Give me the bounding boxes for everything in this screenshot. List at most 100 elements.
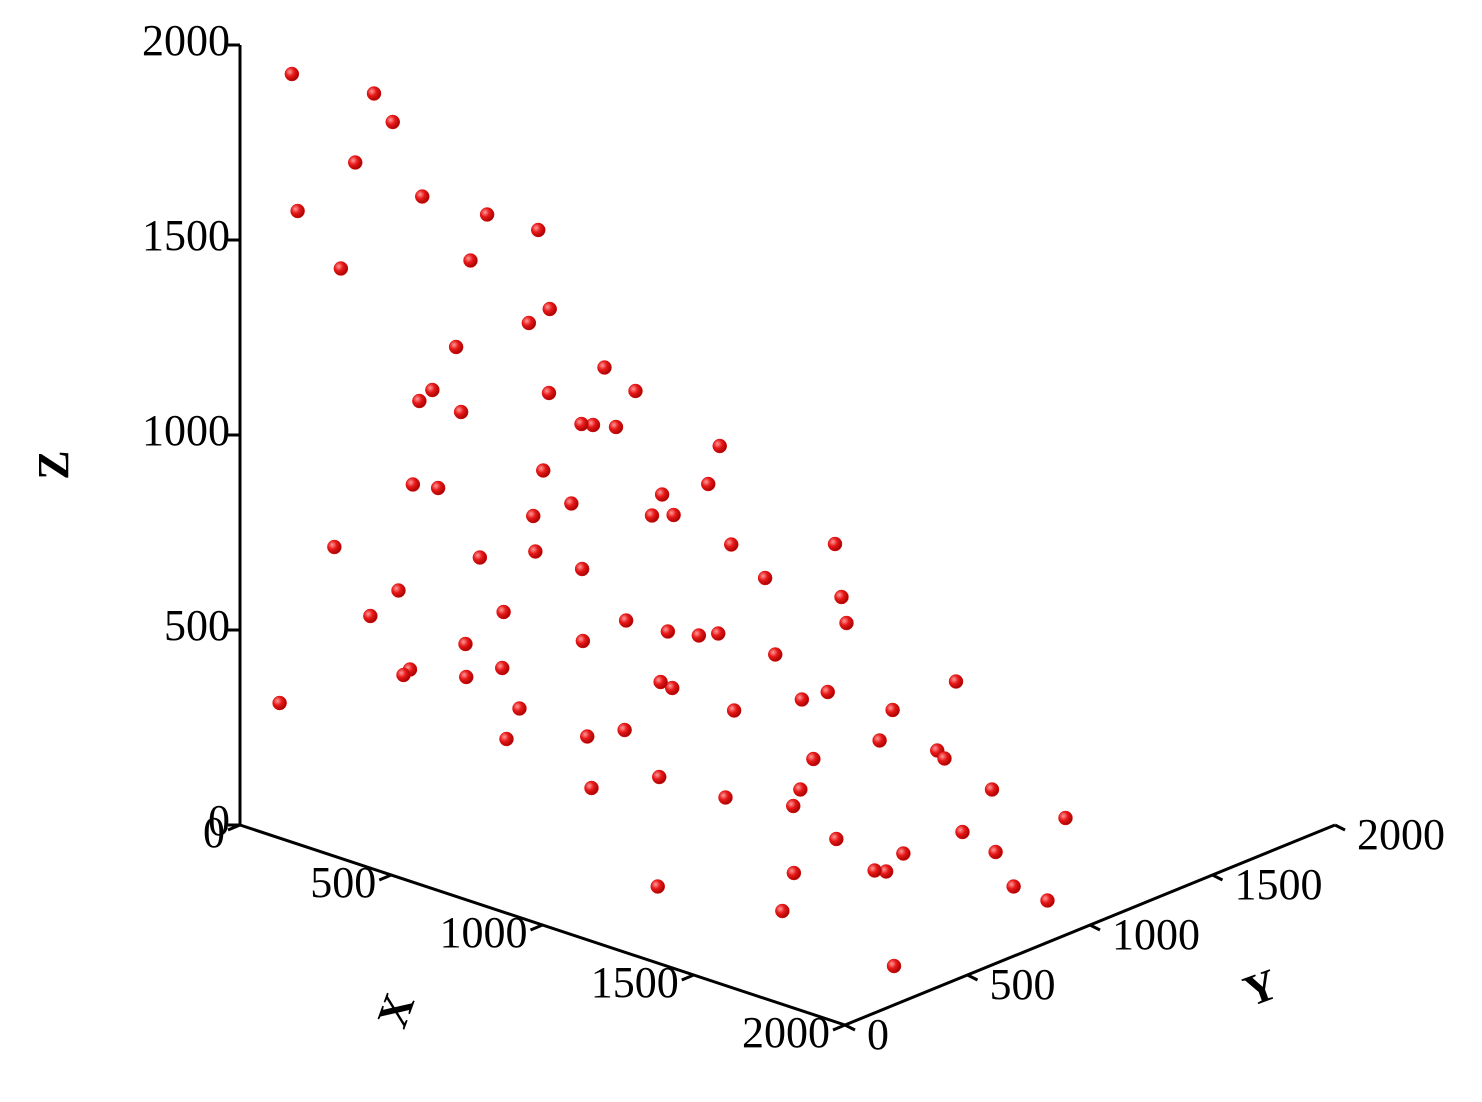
y-tick	[1334, 823, 1346, 832]
point	[366, 86, 382, 101]
point	[650, 879, 665, 894]
z-tick-label: 2000	[142, 16, 230, 65]
point	[711, 626, 726, 641]
point	[385, 114, 400, 130]
z-tick-label: 0	[208, 796, 230, 845]
point	[415, 189, 430, 204]
point	[574, 416, 589, 432]
point	[653, 674, 668, 690]
point	[575, 633, 591, 649]
point	[794, 692, 810, 707]
x-tick-label: 2000	[742, 1008, 830, 1057]
point	[574, 561, 590, 577]
y-tick	[1089, 923, 1101, 932]
point	[584, 780, 599, 796]
point	[768, 647, 783, 662]
point	[458, 636, 473, 652]
point	[666, 507, 681, 523]
point	[531, 222, 546, 238]
point	[499, 731, 514, 747]
z-axis-label: Z	[29, 450, 78, 479]
point	[984, 782, 1000, 797]
point	[597, 360, 612, 375]
point	[628, 383, 643, 399]
y-tick	[966, 973, 979, 982]
point	[528, 544, 543, 559]
y-axis-label: Y	[1237, 959, 1284, 1016]
point	[463, 253, 478, 268]
point	[1040, 893, 1055, 908]
point	[472, 550, 488, 565]
point	[718, 790, 733, 805]
point	[536, 463, 551, 478]
point	[885, 702, 900, 718]
point	[430, 480, 446, 496]
x-tick	[529, 923, 544, 932]
point	[290, 203, 305, 219]
point	[272, 695, 287, 711]
point	[660, 624, 676, 639]
point	[363, 608, 378, 624]
x-tick	[832, 1023, 846, 1032]
y-tick-label: 1000	[1112, 910, 1200, 959]
point	[775, 903, 790, 919]
point	[453, 404, 469, 420]
y-tick-label: 500	[990, 960, 1056, 1009]
point	[948, 674, 964, 689]
point	[829, 831, 844, 847]
point	[820, 684, 835, 700]
point	[712, 438, 727, 454]
point	[867, 863, 882, 878]
point	[834, 589, 849, 605]
point	[988, 844, 1003, 860]
point	[827, 536, 843, 552]
point	[701, 476, 716, 492]
point	[496, 604, 511, 620]
point	[327, 539, 342, 555]
point	[495, 660, 510, 676]
x-axis-label: X	[367, 987, 424, 1034]
point	[284, 66, 300, 82]
point	[654, 487, 670, 502]
point	[839, 615, 854, 631]
x-tick-label: 1000	[440, 908, 528, 957]
point	[937, 751, 952, 766]
point	[652, 769, 667, 785]
y-tick-label: 0	[867, 1010, 889, 1059]
point	[644, 508, 660, 523]
point	[448, 339, 464, 355]
point	[806, 751, 821, 767]
x-tick	[227, 823, 241, 832]
point	[526, 508, 541, 524]
point	[412, 393, 427, 409]
point	[955, 824, 970, 840]
point	[405, 477, 421, 492]
x-tick	[681, 973, 695, 982]
point	[459, 669, 474, 685]
point	[786, 798, 801, 814]
point	[617, 722, 632, 738]
point	[333, 261, 349, 276]
point	[886, 958, 902, 974]
x-tick-label: 500	[310, 858, 376, 907]
point	[608, 419, 624, 435]
point	[564, 496, 579, 511]
point	[786, 865, 802, 881]
x-tick-label: 0	[203, 808, 225, 857]
point	[391, 583, 406, 598]
point	[872, 733, 887, 748]
point	[521, 315, 537, 331]
point	[724, 537, 739, 552]
y-tick-label: 1500	[1235, 860, 1323, 909]
z-tick-label: 1000	[142, 406, 230, 455]
point	[757, 570, 773, 586]
z-tick-label: 500	[164, 601, 230, 650]
point	[793, 782, 808, 797]
point	[896, 846, 911, 861]
point	[541, 385, 557, 401]
point	[479, 207, 495, 222]
point	[726, 703, 742, 718]
point	[348, 155, 363, 170]
point	[618, 613, 634, 628]
